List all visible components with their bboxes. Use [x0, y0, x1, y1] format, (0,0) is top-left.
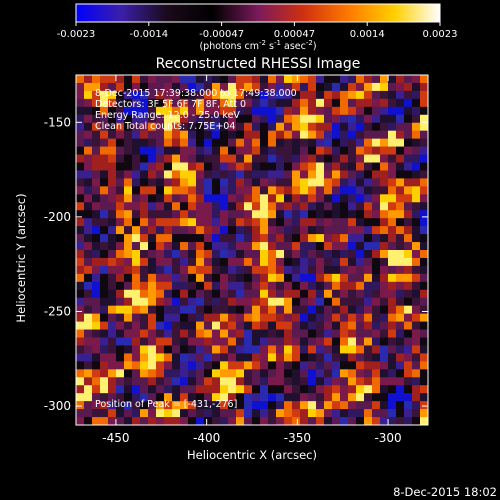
plot-frame [75, 74, 429, 426]
x-tick-label: -350 [284, 431, 311, 445]
x-tick-label: -400 [193, 431, 220, 445]
time-range-label: 8-Dec-2015 17:39:38.000 to 17:49:38.000 [95, 88, 297, 99]
peak-position-label: Position of Peak = [-431,-276] [95, 399, 237, 410]
y-tick-label: -300 [44, 399, 71, 413]
colorbar: -0.0023 -0.0014 -0.00047 0.00047 0.0014 0.002… [57, 3, 458, 52]
y-axis-label: Heliocentric Y (arcsec) [14, 193, 28, 322]
colorbar-tick-label: -0.00047 [199, 29, 244, 40]
colorbar-tick-label: 0.0014 [350, 29, 385, 40]
x-tick-label: -300 [374, 431, 401, 445]
colorbar-unit-label: (photons cm-2 s-1 asec-2) [199, 39, 316, 52]
footer-timestamp: 8-Dec-2015 18:02 [393, 485, 497, 499]
x-tick-label: -450 [102, 431, 129, 445]
detectors-label: Detectors: 3F 5F 6F 7F 8F, Att 0 [95, 99, 246, 110]
x-axis-label: Heliocentric X (arcsec) [187, 448, 317, 462]
clean-counts-label: Clean Total counts: 7.75E+04 [95, 121, 235, 132]
y-axis-ticks: -150 -200 -250 -300 [44, 115, 428, 413]
image-annotations: 8-Dec-2015 17:39:38.000 to 17:49:38.000 … [95, 88, 297, 410]
rhessi-image [76, 75, 429, 426]
plot-title: Reconstructed RHESSI Image [156, 56, 361, 72]
colorbar-gradient [75, 3, 441, 23]
energy-range-label: Energy Range: 12.0 - 25.0 keV [95, 110, 240, 121]
y-tick-label: -200 [44, 210, 71, 224]
colorbar-tick-label: -0.0023 [57, 29, 96, 40]
colorbar-ticks: -0.0023 -0.0014 -0.00047 0.00047 0.0014 0.002… [57, 22, 458, 40]
y-tick-label: -250 [44, 304, 71, 318]
colorbar-tick-label: 0.00047 [274, 29, 315, 40]
x-axis-ticks: -450 -400 -350 -300 [102, 75, 402, 445]
colorbar-tick-label: -0.0014 [129, 29, 168, 40]
y-tick-label: -150 [44, 115, 71, 129]
colorbar-tick-label: 0.0023 [423, 29, 458, 40]
